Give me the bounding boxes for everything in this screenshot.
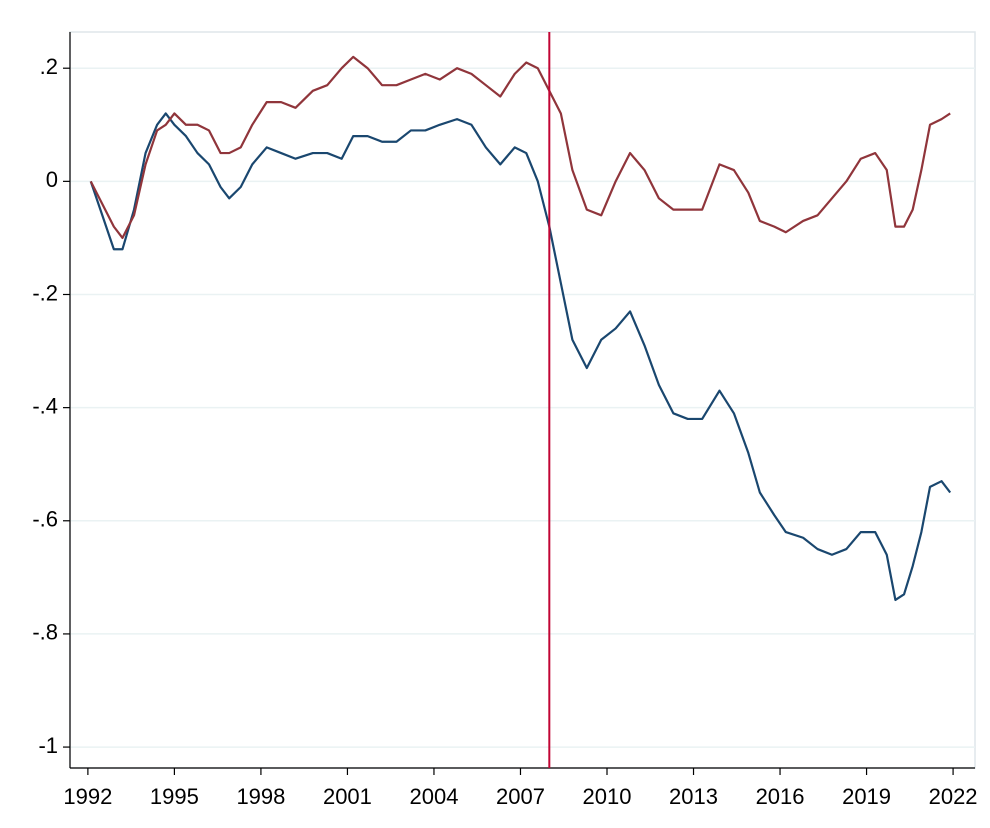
x-tick-label: 2019	[842, 784, 891, 809]
x-tick-label: 1992	[63, 784, 112, 809]
x-tick-label: 1998	[236, 784, 285, 809]
x-tick-label: 2010	[583, 784, 632, 809]
x-tick-label: 2007	[496, 784, 545, 809]
x-tick-label: 2022	[929, 784, 978, 809]
y-tick-label: -.4	[32, 393, 58, 418]
y-tick-label: .2	[40, 54, 58, 79]
y-tick-label: 0	[46, 167, 58, 192]
y-tick-label: -.6	[32, 507, 58, 532]
series-line	[89, 55, 951, 240]
y-tick-label: -.8	[32, 620, 58, 645]
y-tick-label: -1	[38, 733, 58, 758]
y-tick-label: -.2	[32, 280, 58, 305]
x-tick-label: 2004	[409, 784, 458, 809]
series-line	[89, 112, 952, 602]
x-tick-label: 2016	[756, 784, 805, 809]
x-tick-label: 2001	[323, 784, 372, 809]
x-tick-label: 2013	[669, 784, 718, 809]
x-tick-label: 1995	[150, 784, 199, 809]
plot-area	[69, 31, 976, 769]
